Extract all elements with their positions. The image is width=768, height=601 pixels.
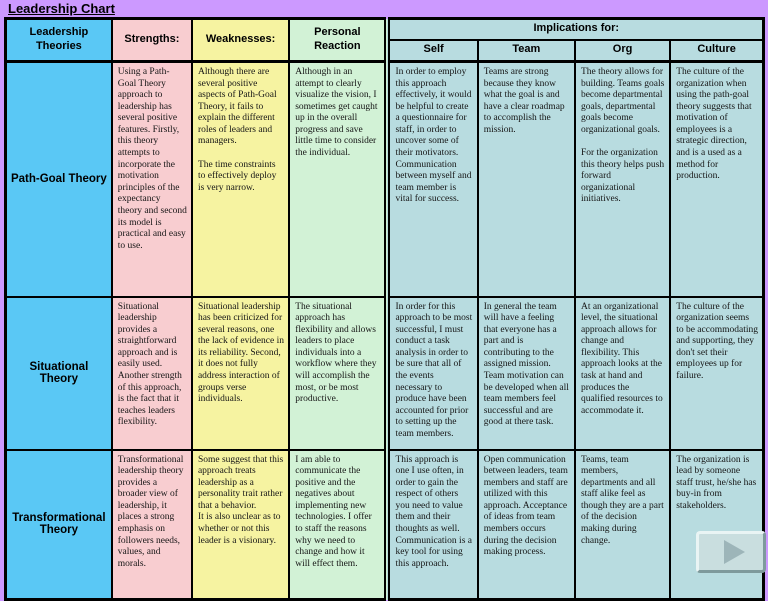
play-button[interactable] — [696, 531, 766, 573]
culture-cell: The culture of the organization seems to… — [669, 295, 765, 451]
page-title: Leadership Chart — [8, 1, 115, 16]
header-personal-reaction: Personal Reaction — [288, 17, 389, 63]
self-cell: In order to employ this approach effecti… — [384, 60, 479, 298]
org-cell: The theory allows for building. Teams go… — [573, 60, 672, 298]
weaknesses-cell: Some suggest that this approach treats l… — [190, 448, 291, 601]
header-culture: Culture — [669, 38, 765, 63]
culture-cell: The organization is lead by someone staf… — [669, 448, 765, 601]
personal-reaction-cell: The situational approach has flexibility… — [288, 295, 389, 451]
culture-cell: The culture of the organization when usi… — [669, 60, 765, 298]
header-weaknesses: Weaknesses: — [190, 17, 291, 63]
strengths-cell: Transformational leadership theory provi… — [110, 448, 193, 601]
personal-reaction-cell: Although in an attempt to clearly visual… — [288, 60, 389, 298]
header-strengths: Strengths: — [110, 17, 193, 63]
theory-name: Path-Goal Theory — [4, 60, 113, 298]
table-row-path-goal: Path-Goal Theory Using a Path-Goal Theor… — [4, 60, 765, 298]
theory-name: Transformational Theory — [4, 448, 113, 601]
self-cell: This approach is one I use often, in ord… — [384, 448, 479, 601]
header-leadership-theories: Leadership Theories — [4, 17, 113, 63]
table-row-transformational: Transformational Theory Transformational… — [4, 448, 765, 601]
header-self: Self — [384, 38, 479, 63]
theory-name: Situational Theory — [4, 295, 113, 451]
play-icon — [723, 540, 745, 564]
header-team: Team — [476, 38, 576, 63]
weaknesses-cell: Situational leadership has been criticiz… — [190, 295, 291, 451]
org-cell: At an organizational level, the situatio… — [573, 295, 672, 451]
org-cell: Teams, team members, departments and all… — [573, 448, 672, 601]
team-cell: In general the team will have a feeling … — [476, 295, 576, 451]
table-row-situational: Situational Theory Situational leadershi… — [4, 295, 765, 451]
weaknesses-cell: Although there are several positive aspe… — [190, 60, 291, 298]
strengths-cell: Using a Path-Goal Theory approach to lea… — [110, 60, 193, 298]
team-cell: Teams are strong because they know what … — [476, 60, 576, 298]
self-cell: In order for this approach to be most su… — [384, 295, 479, 451]
header-implications-for: Implications for: — [384, 17, 765, 41]
strengths-cell: Situational leadership provides a straig… — [110, 295, 193, 451]
personal-reaction-cell: I am able to communicate the positive an… — [288, 448, 389, 601]
team-cell: Open communication between leaders, team… — [476, 448, 576, 601]
leadership-table: Leadership Theories Strengths: Weaknesse… — [4, 17, 765, 601]
header-org: Org — [573, 38, 672, 63]
